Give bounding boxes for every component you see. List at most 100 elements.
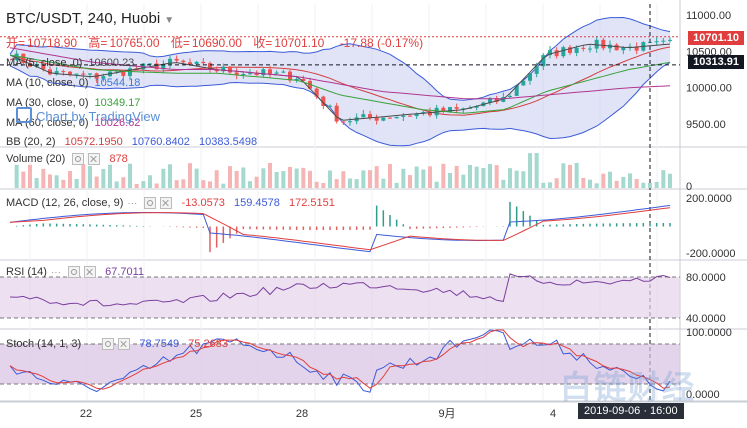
legend-ma10-value: 10544.18 <box>94 77 141 89</box>
candle-body <box>514 85 519 96</box>
volume-bar <box>114 181 119 188</box>
volume-bar <box>661 170 666 188</box>
last-price-tag: 10701.10 <box>688 31 744 45</box>
volume-bar <box>528 153 532 188</box>
legend-bb[interactable]: BB (20, 2) 10572.1950 10760.8402 10383.5… <box>6 135 257 149</box>
symbol-title[interactable]: BTC/USDT, 240, Huobi ▼ <box>6 10 174 27</box>
candle-body <box>401 115 406 117</box>
candle-body <box>461 108 466 110</box>
settings-gear-icon[interactable] <box>144 197 157 210</box>
candle-body <box>101 76 106 79</box>
volume-bar <box>508 168 512 188</box>
legend-macd[interactable]: MACD (12, 26, close, 9) ··· -13.0573 159.… <box>6 196 335 211</box>
legend-stoch-k: 78.7549 <box>139 338 180 350</box>
volume-bar <box>668 173 672 188</box>
candle-body <box>448 107 452 112</box>
candle-body <box>254 73 259 76</box>
legend-macd-label: MACD (12, 26, close, 9) <box>6 197 124 209</box>
volume-bar <box>261 168 266 188</box>
legend-ma30[interactable]: MA (30, close, 0) 10349.17 <box>6 96 140 110</box>
candle-body <box>54 71 59 75</box>
more-icon[interactable]: ··· <box>127 198 138 209</box>
candle-body <box>128 68 132 76</box>
candle-body <box>668 39 672 41</box>
volume-bar <box>361 170 366 188</box>
candle-body <box>561 47 566 57</box>
volume-bar <box>281 171 286 188</box>
volume-bar <box>654 181 659 188</box>
legend-macd-line: 159.4578 <box>234 197 280 209</box>
legend-stoch-label: Stoch (14, 1, 3) <box>6 338 82 350</box>
legend-macd-signal: 172.5151 <box>288 197 335 209</box>
volume-bar <box>601 173 606 188</box>
candle-body <box>408 115 412 117</box>
crosshair-price-tag: 10313.91 <box>688 55 744 69</box>
legend-ma5-label: MA (5, close, 0) <box>6 57 83 69</box>
candle-body <box>194 61 199 65</box>
tradingview-watermark[interactable]: Chart by TradingView <box>16 107 160 124</box>
candle-body <box>634 46 639 51</box>
volume-bar <box>254 176 259 188</box>
bb-basis-line <box>9 46 671 116</box>
volume-bar <box>648 183 652 188</box>
candle-body <box>414 113 419 117</box>
volume-bar <box>501 179 506 188</box>
close-icon[interactable] <box>160 197 173 210</box>
candle-body <box>381 117 386 121</box>
candle-body <box>41 64 46 70</box>
candle-body <box>474 106 479 108</box>
volume-bar <box>388 164 392 188</box>
more-icon[interactable]: ··· <box>50 267 61 278</box>
candle-body <box>661 40 666 42</box>
candle-body <box>428 111 432 116</box>
candle-body <box>234 72 239 75</box>
legend-ma30-label: MA (30, close, 0) <box>6 97 89 109</box>
volume-bar <box>208 181 212 188</box>
legend-ma10[interactable]: MA (10, close, 0) 10544.18 <box>6 76 140 90</box>
candle-body <box>301 78 306 82</box>
volume-bar <box>81 164 86 188</box>
candle-body <box>208 63 212 70</box>
macd-line <box>9 205 671 253</box>
volume-bar <box>14 164 19 188</box>
candle-body <box>228 66 232 73</box>
candle-body <box>348 121 352 123</box>
close-icon[interactable] <box>118 338 131 351</box>
volume-bar <box>448 172 452 188</box>
volume-bar <box>21 171 26 188</box>
candle-body <box>174 58 179 61</box>
volume-bar <box>61 179 66 188</box>
legend-ma5[interactable]: MA (5, close, 0) 10600.23 <box>6 56 134 70</box>
legend-ma60[interactable]: MA (60, close, 0) 10026.62 <box>6 116 140 130</box>
legend-rsi[interactable]: RSI (14) ··· 67.7011 <box>6 265 144 280</box>
legend-stoch-d: 75.2683 <box>188 338 228 350</box>
legend-volume[interactable]: Volume (20) 878 <box>6 152 128 166</box>
volume-bar <box>614 180 619 188</box>
candle-body <box>81 73 86 75</box>
volume-bar <box>74 178 79 188</box>
volume-bar <box>101 168 106 188</box>
volume-bar <box>188 163 192 188</box>
volume-bar <box>434 181 439 188</box>
volume-bar <box>54 175 59 188</box>
candle-body <box>394 116 399 119</box>
crosshair-time-tag: 2019-09-06 · 16:00 <box>578 403 684 419</box>
site-watermark: 白链财经 <box>560 369 697 405</box>
close-icon[interactable] <box>88 153 101 166</box>
more-icon[interactable]: ··· <box>85 339 96 350</box>
candle-body <box>594 39 599 49</box>
settings-gear-icon[interactable] <box>72 153 85 166</box>
settings-gear-icon[interactable] <box>102 338 115 351</box>
candle-body <box>281 71 286 73</box>
candle-body <box>61 71 66 73</box>
legend-stoch[interactable]: Stoch (14, 1, 3) ··· 78.7549 75.2683 <box>6 337 228 352</box>
close-label: 收= <box>253 36 273 50</box>
ma-line-1 <box>9 54 671 114</box>
volume-bar <box>394 182 399 188</box>
chevron-down-icon[interactable]: ▼ <box>164 15 175 26</box>
volume-bar <box>374 166 379 188</box>
settings-gear-icon[interactable] <box>68 266 81 279</box>
close-icon[interactable] <box>84 266 97 279</box>
rsi-y-tick: 40.0000 <box>686 313 726 325</box>
